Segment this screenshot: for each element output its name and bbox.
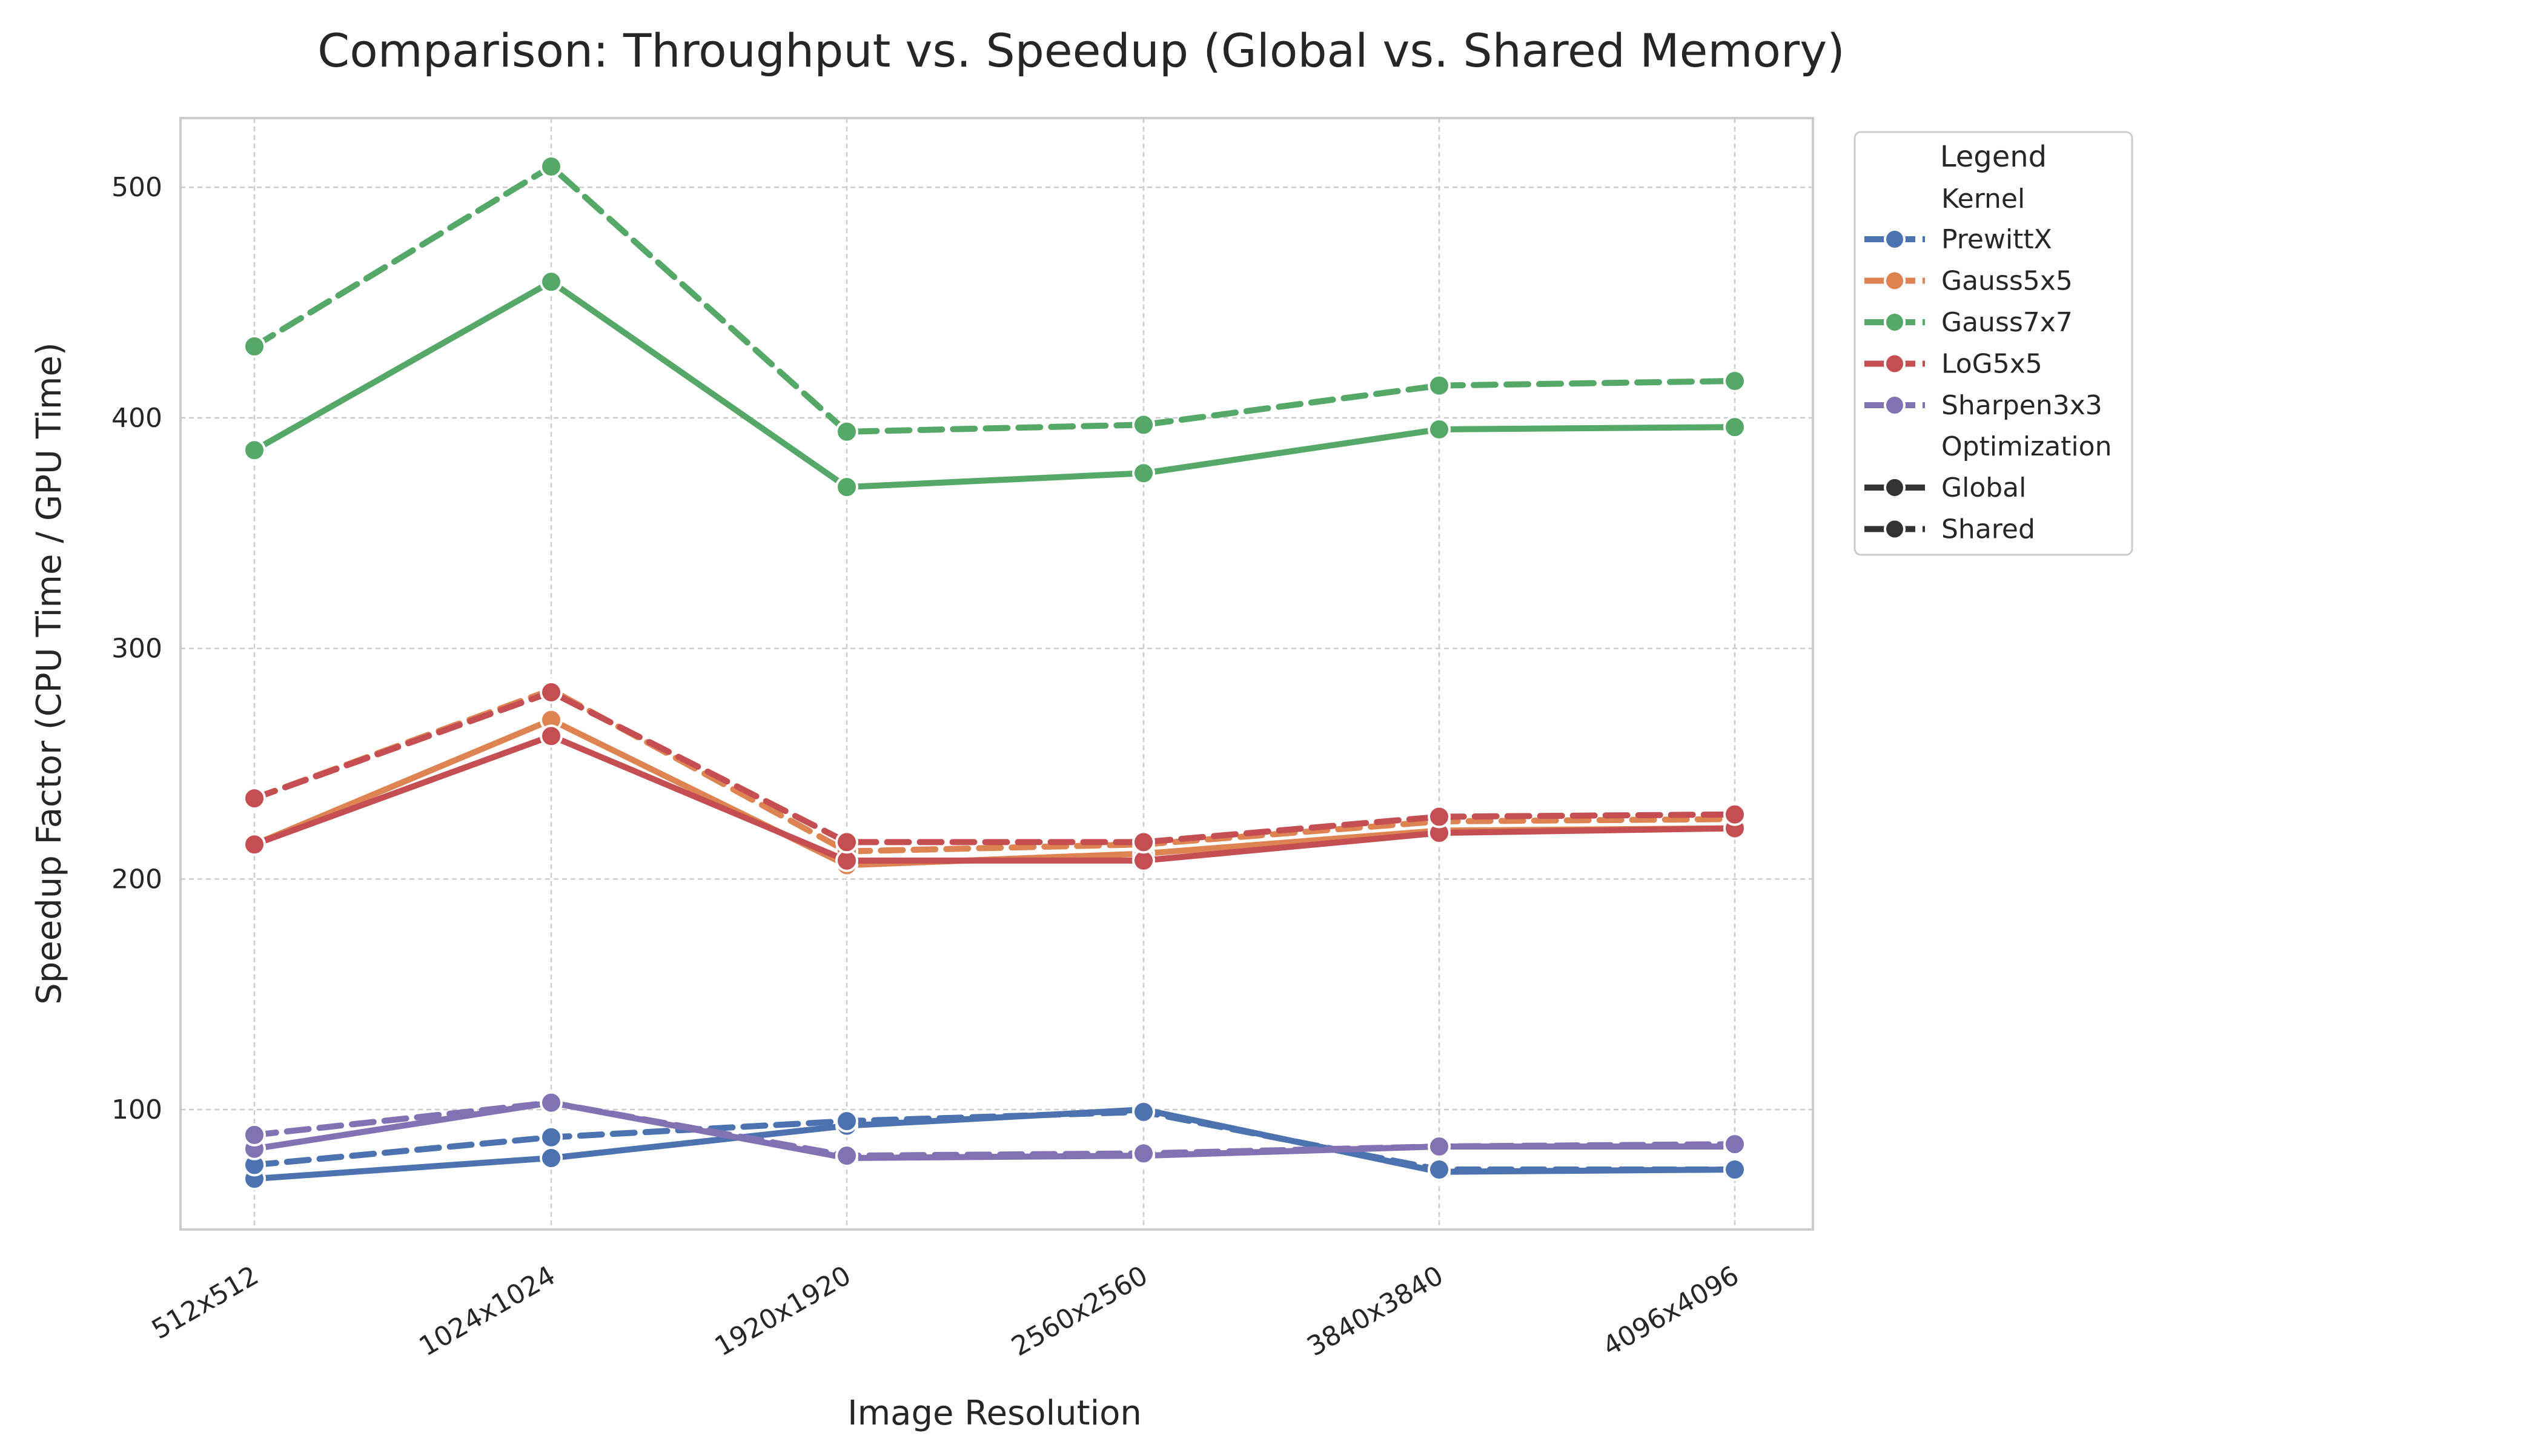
x-tick-label: 2560x2560 [1006,1260,1153,1362]
series-prewittx-shared [243,1100,1746,1182]
series-gauss7x7-shared [243,154,1746,443]
plot-frame [179,117,1814,1231]
data-point-prewittx-shared [835,1110,858,1133]
legend-style-marker [1884,477,1906,498]
x-tick-label: 4096x4096 [1597,1260,1744,1362]
legend-swatch-marker [1884,394,1906,416]
data-point-gauss7x7-shared [1132,413,1155,437]
legend-style-label: Shared [1941,514,2035,545]
data-point-gauss7x7-global [1132,462,1155,485]
series-line-sharpen3x3-global [251,1099,1738,1161]
series-line-sharpen3x3-shared [251,1099,1738,1159]
legend-style-heading: Optimization [1941,431,2112,462]
legend-swatch-marker [1884,270,1906,292]
y-tick-label: 500 [111,172,162,203]
series-line-gauss7x7-shared [251,163,1738,435]
series-sharpen3x3-shared [243,1091,1746,1168]
data-point-gauss7x7-shared [243,334,266,358]
data-point-log5x5-shared [1132,830,1155,854]
x-tick-label: 1024x1024 [414,1260,560,1362]
data-point-prewittx-shared [540,1125,563,1149]
y-axis-label: Speedup Factor (CPU Time / GPU Time) [30,342,69,1004]
data-point-sharpen3x3-shared [1723,1133,1746,1156]
legend-hue-heading: Kernel [1941,184,2025,214]
legend-kernel-label: Gauss7x7 [1941,307,2073,338]
data-point-prewittx-global [540,1146,563,1170]
data-point-gauss7x7-global [243,438,266,462]
data-point-prewittx-shared [1428,1158,1451,1182]
data-point-log5x5-shared [1723,802,1746,826]
data-point-sharpen3x3-shared [835,1144,858,1168]
data-point-gauss7x7-global [1428,417,1451,441]
series-sharpen3x3-global [243,1091,1746,1170]
series-line-gauss7x7-global [251,279,1738,491]
chart-title: Comparison: Throughput vs. Speedup (Glob… [317,24,1845,78]
series-layer [243,154,1746,1191]
x-tick-label: 3840x3840 [1302,1260,1448,1362]
legend-swatch-marker [1884,352,1906,375]
y-tick-label: 300 [111,634,162,664]
x-tick-labels: 512x512 1024x1024 1920x1920 2560x2560 3840x3… [147,1260,1744,1362]
legend-kernel-label: PrewittX [1941,224,2052,255]
legend-swatch-marker [1884,311,1906,333]
data-point-gauss7x7-shared [1723,369,1746,393]
legend-kernel-label: Gauss5x5 [1941,266,2073,297]
series-log5x5-shared [243,680,1746,854]
data-point-sharpen3x3-shared [243,1123,266,1147]
x-axis-label: Image Resolution [847,1394,1142,1433]
data-point-gauss7x7-global [835,475,858,499]
data-point-prewittx-shared [1723,1158,1746,1182]
data-point-sharpen3x3-shared [540,1091,563,1114]
series-line-log5x5-global [251,733,1738,864]
legend-swatch-marker [1884,228,1906,250]
data-point-gauss7x7-global [1723,415,1746,439]
y-tick-labels: 100 200 300 400 500 [111,172,162,1125]
legend-kernel-label: LoG5x5 [1941,349,2042,380]
legend-kernel-entries: PrewittX Gauss5x5 Gauss7x7 LoG5x5 Sharpen3x3 [1864,224,2102,421]
series-line-log5x5-shared [251,689,1738,845]
data-point-gauss7x7-shared [835,420,858,443]
x-tick-label: 1920x1920 [709,1260,856,1362]
legend-style-label: Global [1941,472,2026,503]
series-gauss7x7-global [243,270,1746,499]
data-point-log5x5-shared [1428,805,1451,829]
series-line-prewittx-shared [251,1108,1738,1173]
data-point-log5x5-shared [540,680,563,704]
data-point-gauss7x7-global [540,270,563,294]
x-tick-label: 512x512 [147,1260,264,1345]
data-point-sharpen3x3-shared [1132,1142,1155,1165]
legend: Legend Kernel PrewittX Gauss5x5 Gauss7x7 Lo… [1853,131,2133,556]
legend-style-marker [1884,518,1906,540]
legend-style-entries: Global Shared [1864,472,2035,545]
data-point-log5x5-global [540,724,563,748]
y-tick-label: 100 [111,1094,162,1125]
y-tick-label: 400 [111,403,162,434]
data-point-gauss7x7-shared [1428,374,1451,397]
data-point-log5x5-shared [243,787,266,810]
y-tick-label: 200 [111,864,162,895]
data-point-log5x5-global [243,833,266,856]
legend-kernel-label: Sharpen3x3 [1941,390,2102,421]
data-point-sharpen3x3-shared [1428,1134,1451,1158]
grid [181,118,1813,1229]
data-point-log5x5-shared [835,830,858,854]
data-point-prewittx-shared [1132,1100,1155,1123]
legend-title: Legend [1940,140,2047,174]
data-point-gauss7x7-shared [540,154,563,178]
